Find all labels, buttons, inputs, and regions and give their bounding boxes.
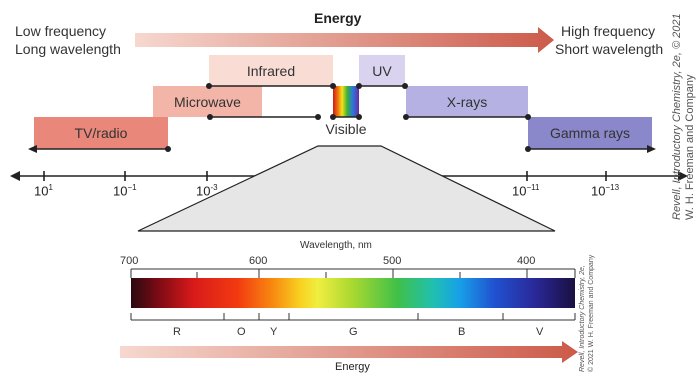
tick-label-10-minus11: 10−11: [512, 183, 540, 199]
visible-spectrum-bar: [131, 278, 575, 308]
energy-title: Energy: [314, 10, 362, 26]
microwave-label: Microwave: [174, 93, 241, 110]
xrays-label: X-rays: [446, 93, 488, 110]
uv-band: [359, 55, 405, 86]
spectrum-top-axis: [130, 268, 576, 278]
gamma-rays-label: Gamma rays: [549, 125, 631, 141]
visible-label: Visible: [325, 121, 367, 137]
band-range-lines: [28, 83, 656, 153]
long-wavelength-label: Long wavelength: [15, 41, 121, 57]
energy-bottom-label: Energy: [335, 361, 370, 373]
microwave-band: [153, 86, 262, 117]
publisher-credit-main: Revell, Introductory Chemistry, 2e, © 20…: [671, 13, 696, 220]
xrays-band: [406, 86, 528, 117]
tv-radio-band: [34, 117, 168, 149]
energy-arrow-bottom: [120, 341, 578, 363]
axis-left-arrowhead: [10, 171, 20, 181]
uv-label: UV: [372, 62, 392, 79]
tick-label-10-minus1: 10−1: [113, 183, 137, 199]
spectrum-tick-600: 600: [249, 255, 268, 267]
color-letter-y: Y: [270, 326, 278, 338]
axis-right-arrowhead: [678, 171, 688, 181]
visible-band: [333, 86, 359, 117]
gamma-band: [528, 117, 652, 149]
spectrum-tick-400: 400: [517, 255, 536, 267]
color-region-bracket: [130, 313, 576, 321]
color-letter-b: B: [458, 326, 466, 338]
energy-arrow-top: [135, 27, 554, 53]
infrared-band: [209, 55, 333, 86]
color-letter-r: R: [173, 326, 181, 338]
tick-label-10-minus3: 10-3: [196, 183, 218, 199]
color-letter-g: G: [349, 326, 358, 338]
color-letter-v: V: [536, 326, 544, 338]
spectrum-tick-500: 500: [383, 255, 402, 267]
spectrum-tick-700: 700: [120, 255, 139, 267]
low-frequency-label: Low frequency: [15, 23, 107, 39]
color-letter-o: O: [237, 326, 246, 338]
zoom-trapezoid: [137, 145, 556, 232]
tick-label-10-1: 101: [34, 183, 53, 199]
tv-radio-label: TV/radio: [74, 125, 128, 141]
wavelength-axis-title: Wavelength, nm: [300, 240, 372, 251]
high-frequency-label: High frequency: [561, 23, 656, 39]
short-wavelength-label: Short wavelength: [555, 41, 664, 57]
tick-label-10-minus13: 10−13: [591, 183, 620, 199]
publisher-credit-small: Revell, Introductory Chemistry, 2e, © 20…: [579, 254, 595, 372]
infrared-label: Infrared: [246, 62, 296, 79]
